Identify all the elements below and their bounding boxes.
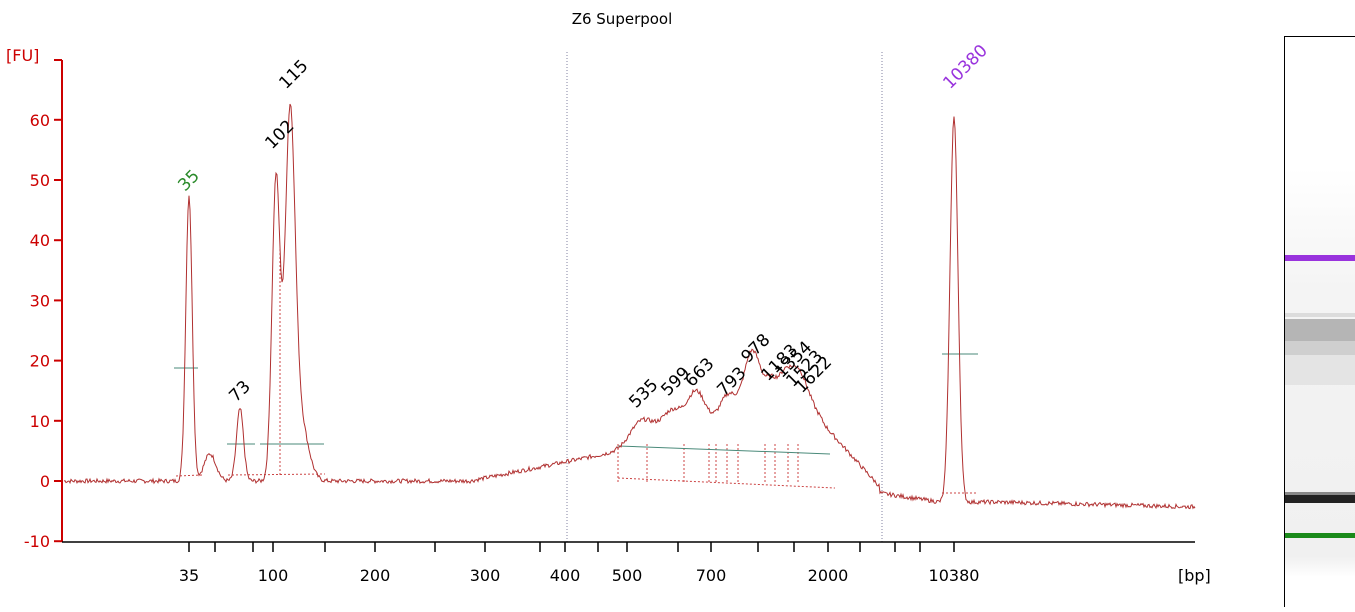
gel-lane-svg: [1285, 167, 1355, 577]
axes: [61, 60, 1195, 543]
y-tick-label-20: 20: [30, 352, 50, 371]
gel-band-peak-shadow: [1285, 492, 1355, 495]
y-tick-label-30: 30: [30, 291, 50, 310]
x-tick-label-100: 100: [258, 566, 289, 585]
x-tick-label-35: 35: [179, 566, 199, 585]
x-axis-ticks: 35 100 200 300 400 500 700 2000 10380: [179, 542, 980, 585]
y-axis-label: [FU]: [6, 46, 39, 65]
gel-image-lane: [1284, 36, 1355, 607]
x-tick-label-300: 300: [470, 566, 501, 585]
x-tick-label-10380: 10380: [929, 566, 980, 585]
gel-band-smear-2: [1285, 319, 1355, 341]
region-smear-baseline: [617, 477, 836, 489]
electropherogram-chart: Z6 Superpool [FU] [bp] -100102030405060 …: [6, 10, 1211, 585]
gel-band-smear-4: [1285, 355, 1355, 385]
x-tick-label-700: 700: [696, 566, 727, 585]
peak-label-73: 73: [225, 377, 254, 406]
x-tick-label-2000: 2000: [808, 566, 849, 585]
peak-label-115: 115: [275, 56, 312, 93]
peak-regions: [174, 248, 978, 494]
x-tick-label-500: 500: [612, 566, 643, 585]
y-tick-label-0: 0: [40, 472, 50, 491]
x-tick-label-200: 200: [360, 566, 391, 585]
gel-band-smear-3: [1285, 341, 1355, 355]
region-dividers: [566, 52, 883, 542]
y-tick-label-50: 50: [30, 171, 50, 190]
y-axis-ticks: -10 0 10 20 30 40 50 60: [24, 59, 62, 551]
peak-labels: 3573102115535599663793978118313541523162…: [174, 41, 991, 412]
x-axis-label: [bp]: [1178, 566, 1211, 585]
gel-band-peak-102-115: [1285, 495, 1355, 503]
y-tick-label-60: 60: [30, 111, 50, 130]
region-peaks-73-115: [227, 473, 326, 476]
gel-band-lower-marker: [1285, 533, 1355, 538]
signal-trace: [63, 103, 1196, 510]
y-tick-label-40: 40: [30, 231, 50, 250]
chart-title: Z6 Superpool: [572, 10, 673, 28]
x-tick-label-400: 400: [550, 566, 581, 585]
half-height-smear: [617, 445, 831, 455]
gel-band-smear-1: [1285, 313, 1355, 317]
gel-band-upper-marker: [1285, 255, 1355, 261]
peak-label-10380: 10380: [939, 41, 991, 93]
peak-label-535: 535: [625, 375, 662, 412]
y-tick-label-10: 10: [30, 412, 50, 431]
y-tick-label--10: -10: [24, 532, 50, 551]
peak-label-35: 35: [174, 166, 203, 195]
